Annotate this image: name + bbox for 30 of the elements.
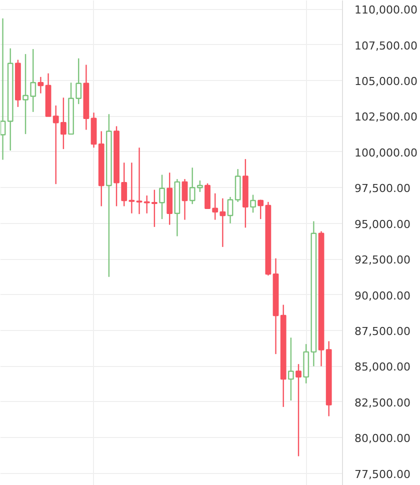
y-tick-label: 110,000.00 <box>354 4 418 17</box>
y-tick-label: 100,000.00 <box>354 146 418 160</box>
candlestick <box>227 196 234 224</box>
candlestick <box>0 18 6 160</box>
y-tick-label: 77,500.00 <box>354 468 410 481</box>
y-tick-label: 95,000.00 <box>354 218 410 231</box>
y-tick-label: 87,500.00 <box>354 325 410 338</box>
candlestick <box>204 182 210 209</box>
candlestick <box>159 174 165 220</box>
candlestick <box>151 189 158 228</box>
candlestick <box>250 194 256 214</box>
y-tick-label: 80,000.00 <box>354 432 410 446</box>
y-tick-label: 102,500.00 <box>354 110 418 124</box>
candlestick <box>288 337 294 402</box>
y-tick-label: 105,000.00 <box>354 75 418 88</box>
y-tick-label: 85,000.00 <box>354 360 410 374</box>
candlestick <box>52 104 59 185</box>
candlestick <box>38 76 44 94</box>
candlestick <box>60 97 66 150</box>
candlestick <box>234 168 241 203</box>
candlestick <box>136 147 142 215</box>
y-tick-label: 97,500.00 <box>354 182 410 196</box>
y-tick-label: 107,500.00 <box>354 39 418 52</box>
y-tick-label: 82,500.00 <box>354 396 410 410</box>
candlestick <box>220 198 226 248</box>
y-tick-label: 90,000.00 <box>354 289 410 302</box>
candlestick <box>212 192 218 220</box>
candlestick <box>296 363 302 457</box>
candlestick <box>182 178 188 220</box>
y-tick-label: 92,500.00 <box>354 254 410 267</box>
